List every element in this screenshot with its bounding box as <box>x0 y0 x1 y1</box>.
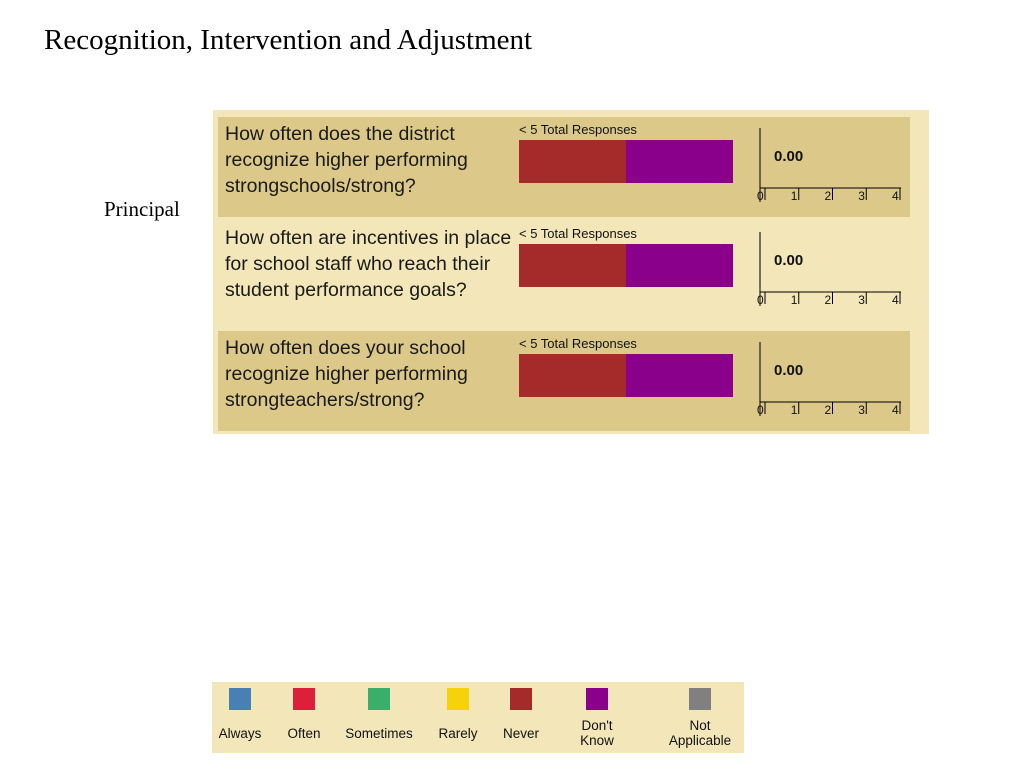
legend-label: Sometimes <box>345 726 413 741</box>
response-bar <box>519 354 733 397</box>
mean-axis-tick-label: 3 <box>858 403 865 417</box>
question-row: How often does your school recognize hig… <box>218 331 910 431</box>
bar-segment-don-t-know <box>626 140 733 183</box>
legend-label: Often <box>287 726 321 741</box>
mean-axis-tick-label: 2 <box>825 293 832 307</box>
bar-segment-never <box>519 140 626 183</box>
response-bar <box>519 244 733 287</box>
mean-axis-tick-label: 4 <box>892 293 899 307</box>
question-row: How often does the district recognize hi… <box>218 117 910 217</box>
legend-swatch <box>293 688 315 710</box>
legend-label: Never <box>502 726 539 741</box>
mean-axis-tick-label: 1 <box>791 189 798 203</box>
mean-value-label: 0.00 <box>774 148 803 165</box>
responses-count-label: < 5 Total Responses <box>519 226 637 241</box>
mean-axis-tick-label: 0 <box>757 293 764 307</box>
legend-swatch <box>510 688 532 710</box>
mean-value-label: 0.00 <box>774 252 803 269</box>
mean-axis-tick-label: 1 <box>791 403 798 417</box>
question-text: How often are incentives in place for sc… <box>225 227 512 301</box>
mean-score-axis: 0.00 0 1 2 3 4 <box>751 231 911 321</box>
respondent-label: Principal <box>104 197 180 221</box>
bar-segment-never <box>519 354 626 397</box>
mean-axis-tick-label: 2 <box>825 189 832 203</box>
legend-swatch <box>447 688 469 710</box>
legend-swatch <box>368 688 390 710</box>
legend-label: Don't Know <box>580 718 614 748</box>
responses-count-label: < 5 Total Responses <box>519 122 637 137</box>
bar-segment-don-t-know <box>626 354 733 397</box>
bar-segment-don-t-know <box>626 244 733 287</box>
bar-segment-never <box>519 244 626 287</box>
mean-axis-tick-label: 3 <box>858 189 865 203</box>
legend-swatch <box>586 688 608 710</box>
mean-axis-tick-label: 0 <box>757 189 764 203</box>
mean-axis-tick-label: 4 <box>892 403 899 417</box>
mean-axis-tick-label: 2 <box>825 403 832 417</box>
legend-label: Rarely <box>438 726 478 741</box>
response-bar <box>519 140 733 183</box>
responses-count-label: < 5 Total Responses <box>519 336 637 351</box>
mean-axis-tick-label: 1 <box>791 293 798 307</box>
legend-label: Not Applicable <box>668 718 732 748</box>
mean-score-axis: 0.00 0 1 2 3 4 <box>751 341 911 431</box>
mean-axis-tick-label: 4 <box>892 189 899 203</box>
question-text: How often does your school recognize hig… <box>225 337 468 411</box>
mean-value-label: 0.00 <box>774 362 803 379</box>
question-row: How often are incentives in place for sc… <box>218 221 910 327</box>
legend-label: Always <box>218 726 262 741</box>
mean-axis-tick-label: 3 <box>858 293 865 307</box>
legend: Always Often Sometimes Rarely Never Don't Kno… <box>212 682 744 753</box>
question-text: How often does the district recognize hi… <box>225 123 468 197</box>
legend-swatch <box>229 688 251 710</box>
mean-score-axis: 0.00 0 1 2 3 4 <box>751 127 911 217</box>
mean-axis-tick-label: 0 <box>757 403 764 417</box>
legend-swatch <box>689 688 711 710</box>
page-title: Recognition, Intervention and Adjustment <box>44 24 533 56</box>
